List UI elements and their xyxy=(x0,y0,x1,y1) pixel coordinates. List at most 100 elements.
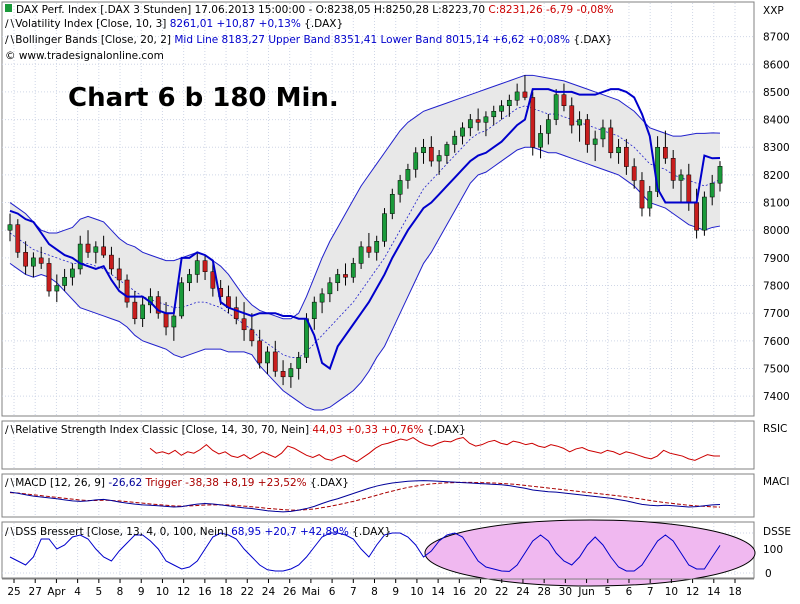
price-candle xyxy=(600,119,606,148)
price-candle xyxy=(608,119,614,159)
price-candle xyxy=(452,130,458,153)
rsi-legend-suffix: {.DAX} xyxy=(427,424,466,436)
dss-panel: ∕∖DSS Bressert [Close, 13, 4, 0, 100, Ne… xyxy=(1,519,791,587)
price-candle xyxy=(561,83,567,112)
time-tick-label: 10 xyxy=(156,586,169,598)
price-legend: DAX Perf. Index [.DAX 3 Stunden] 17.06.2… xyxy=(5,4,614,62)
rsi-panel-tag: RSIC xyxy=(763,423,787,435)
price-candle xyxy=(257,329,263,369)
price-candle xyxy=(155,291,161,319)
price-candle xyxy=(179,277,185,319)
price-panel-tag: XXP xyxy=(763,5,784,17)
time-tick-label: 7 xyxy=(350,586,357,598)
price-candle xyxy=(280,360,286,386)
time-tick-label: 16 xyxy=(453,586,467,598)
rsi-line xyxy=(149,436,720,463)
time-tick-label: 27 xyxy=(29,586,42,598)
price-candle xyxy=(475,108,481,131)
dss-panel-tag: DSSE xyxy=(763,526,791,538)
price-candle xyxy=(70,263,75,286)
price-candle xyxy=(101,235,106,258)
rsi-panel: ∕∖Relative Strength Index Classic [Close… xyxy=(1,420,787,470)
price-candle xyxy=(288,362,294,388)
price-candle xyxy=(241,302,247,341)
price-candle xyxy=(7,213,13,242)
price-candle xyxy=(467,114,473,137)
price-candle xyxy=(647,185,653,217)
bollinger-upper-line xyxy=(9,74,721,320)
time-tick-label: Jun xyxy=(577,586,594,598)
price-candle xyxy=(319,288,325,314)
price-candle xyxy=(421,138,426,164)
price-tick-label: 8000 xyxy=(763,225,790,237)
price-candle xyxy=(569,97,575,134)
price-candle xyxy=(124,274,130,308)
time-tick-label: 26 xyxy=(283,586,297,598)
price-candle xyxy=(109,246,114,275)
price-candle xyxy=(678,169,684,203)
price-candle xyxy=(249,313,255,347)
price-candle xyxy=(38,246,44,269)
rsi-legend-values: 44,03 +0,33 +0,76% xyxy=(312,424,423,436)
price-candle xyxy=(350,257,356,283)
price-candle xyxy=(413,147,419,178)
price-candle xyxy=(592,130,598,162)
price-candle xyxy=(140,296,146,328)
price-candle xyxy=(444,141,450,164)
time-tick-label: 6 xyxy=(329,586,336,598)
macd-panel: ∕∖MACD [12, 26, 9] -26,62 Trigger -38,38… xyxy=(1,473,790,518)
svg-text:∕∖Bollinger Bands [Close, 20,: ∕∖Bollinger Bands [Close, 20, 2] Mid Lin… xyxy=(5,34,612,46)
time-tick-label: 8 xyxy=(371,586,378,598)
line-icon: ∕∖ xyxy=(5,18,15,30)
time-tick-label: 22 xyxy=(495,586,508,598)
bollinger-lower-line xyxy=(9,146,721,411)
macd-line xyxy=(9,480,721,513)
price-candle xyxy=(514,83,520,106)
time-tick-label: 5 xyxy=(95,586,102,598)
time-tick-label: Apr xyxy=(47,586,66,598)
price-tick-label: 8400 xyxy=(763,115,790,127)
svg-text:∕∖Volatility Index [Close, 10,: ∕∖Volatility Index [Close, 10, 3] 8261,0… xyxy=(5,18,343,30)
price-tick-label: 7600 xyxy=(763,336,790,348)
time-tick-label: 12 xyxy=(177,586,190,598)
price-candle xyxy=(311,296,317,330)
macd-legend-trigger: Trigger -38,38 +8,19 +23,52% xyxy=(145,477,307,489)
price-panel: 8700 8600 8500 8400 8300 8200 8100 8000 7900 7800… xyxy=(1,1,790,417)
macd-legend-value: -26,62 xyxy=(108,477,142,489)
price-candle xyxy=(405,163,411,189)
svg-text:DAX Perf. Index [.DAX 3 Stund: DAX Perf. Index [.DAX 3 Stunden] 17.06.2… xyxy=(16,4,614,16)
copyright-text: © www.tradesignalonline.com xyxy=(5,50,164,62)
chart-title: Chart 6 b 180 Min. xyxy=(68,83,339,113)
time-tick-label: 10 xyxy=(410,586,423,598)
time-tick-label: 8 xyxy=(117,586,124,598)
price-candle xyxy=(631,158,637,189)
price-candle xyxy=(187,268,192,292)
time-tick-label: 9 xyxy=(138,586,145,598)
svg-text:∕∖Relative Strength Index Clas: ∕∖Relative Strength Index Classic [Close… xyxy=(5,424,466,436)
time-tick-label: 18 xyxy=(728,586,741,598)
price-candle xyxy=(116,257,122,289)
price-candle xyxy=(670,150,676,189)
price-candle xyxy=(296,351,302,380)
price-candle xyxy=(545,114,551,145)
price-candle xyxy=(46,257,52,297)
price-tick-label: 7800 xyxy=(763,281,790,293)
line-icon: ∕∖ xyxy=(5,424,15,436)
price-tick-label: 8200 xyxy=(763,170,790,182)
time-tick-label: 9 xyxy=(392,586,399,598)
price-tick-label: 7900 xyxy=(763,253,790,265)
price-tick-label: 8600 xyxy=(763,59,790,71)
price-candle xyxy=(663,130,668,164)
price-candle xyxy=(616,138,621,164)
bollinger-legend-values: Mid Line 8183,27 Upper Band 8351,41 Lowe… xyxy=(174,34,570,46)
svg-text:∕∖DSS Bressert [Close, 13, 4,: ∕∖DSS Bressert [Close, 13, 4, 0, 100, Ne… xyxy=(5,526,391,538)
time-tick-label: 30 xyxy=(559,586,572,598)
svg-text:∕∖MACD [12, 26, 9] -26,62 Trig: ∕∖MACD [12, 26, 9] -26,62 Trigger -38,38… xyxy=(5,477,349,489)
price-candle xyxy=(491,105,497,126)
price-candle xyxy=(31,252,36,278)
dss-tick-100: 100 xyxy=(763,544,783,556)
rsi-legend-text: Relative Strength Index Classic [Close, … xyxy=(15,424,309,436)
price-candle xyxy=(374,235,380,261)
